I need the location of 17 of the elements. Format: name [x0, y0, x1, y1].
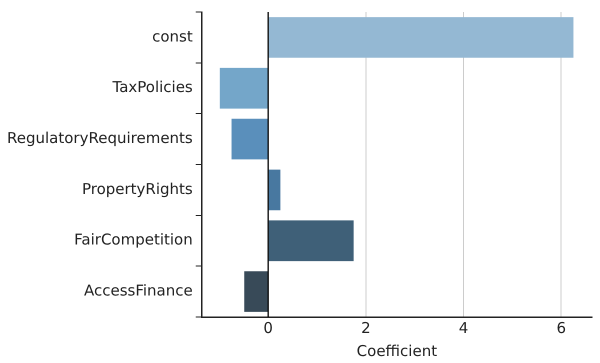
bar	[268, 17, 574, 58]
bar	[220, 68, 268, 109]
y-tick-label: TaxPolicies	[112, 78, 193, 96]
x-tick-label: 0	[263, 318, 273, 337]
x-tick-label: 4	[458, 318, 468, 337]
y-tick-label: RegulatoryRequirements	[7, 128, 193, 147]
y-tick-label: FairCompetition	[74, 230, 193, 249]
x-tick-label: 6	[556, 318, 566, 337]
bar	[268, 220, 354, 262]
y-tick-label: AccessFinance	[84, 281, 193, 300]
x-axis-title: Coefficient	[356, 342, 438, 360]
x-tick-label: 2	[361, 318, 371, 337]
bar	[244, 271, 268, 312]
bar	[232, 118, 268, 160]
y-tick-label: PropertyRights	[82, 180, 193, 198]
y-tick-label: const	[152, 27, 193, 46]
bar	[268, 170, 280, 210]
